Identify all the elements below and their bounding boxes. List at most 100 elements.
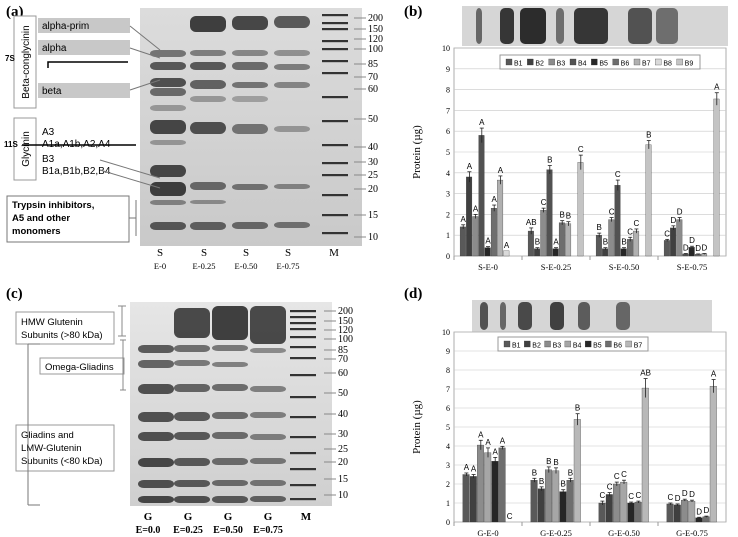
gel-band: [150, 222, 186, 230]
significance-letter: C: [609, 208, 615, 217]
gel-band: [212, 480, 248, 486]
gel-band: [174, 384, 210, 392]
bar-b9: [645, 144, 652, 257]
lane-bottom-label: E-0.75: [277, 261, 300, 271]
gel-band: [150, 78, 186, 87]
marker-label-20: 20: [368, 184, 378, 195]
marker-band: [290, 336, 316, 339]
significance-letter: D: [689, 236, 695, 245]
bar-b7: [573, 419, 581, 523]
marker-band: [322, 60, 348, 63]
marker-label-50: 50: [368, 114, 378, 125]
panel-a-arrows: [99, 25, 161, 236]
y-tick-label: 5: [446, 423, 450, 432]
gel-strip-d: [472, 300, 712, 332]
bar-b6: [634, 501, 642, 523]
panel-c: (c) HMW Glutenin Subunits (>80 kDa) Omeg…: [6, 286, 353, 536]
marker-band: [322, 120, 348, 123]
bar-b3: [540, 210, 547, 257]
y-tick-label: 0: [446, 518, 450, 527]
bar-b8: [503, 250, 510, 257]
y-tick-label: 3: [446, 190, 450, 199]
lane-labels-c: G E=0.0 G E=0.25 G E=0.50 G E=0.75 M: [136, 511, 312, 536]
significance-letter: C: [614, 472, 620, 481]
marker-label-40: 40: [338, 409, 348, 420]
lane-bottom-label: E-0: [154, 261, 166, 271]
marker-label-10: 10: [368, 232, 378, 243]
gel-band: [174, 496, 210, 503]
bar-b7: [709, 385, 717, 523]
bar-b7: [565, 223, 572, 257]
marker-label-70: 70: [368, 72, 378, 83]
significance-letter: AB: [640, 369, 651, 378]
panel-d-label: (d): [404, 286, 422, 302]
significance-letter: B: [568, 468, 573, 477]
x-tick-label: S-E-0.75: [677, 262, 707, 272]
gel-band: [232, 124, 268, 134]
alpha-prim-box: [38, 18, 130, 33]
gel-band: [138, 360, 174, 368]
gel-band: [212, 306, 248, 340]
bar-b9: [577, 162, 584, 257]
bar-b7: [641, 387, 649, 523]
marker-band: [290, 357, 316, 360]
bar-b2: [469, 476, 477, 523]
marker-label-15: 15: [368, 210, 378, 221]
gel-band: [150, 120, 186, 134]
gel-band: [138, 432, 174, 441]
significance-letter: A: [473, 204, 479, 213]
bar-b5: [484, 247, 491, 257]
strip-band: [476, 8, 482, 44]
y-axis-label: Protein (µg): [411, 400, 423, 454]
legend-label-b1: B1: [514, 61, 523, 68]
marker-band: [290, 346, 316, 349]
significance-letter: A: [485, 438, 491, 447]
marker-band: [290, 310, 316, 313]
marker-label-120: 120: [338, 325, 353, 336]
bar-b1: [459, 226, 466, 257]
y-tick-label: 10: [442, 328, 450, 337]
significance-letter: B: [575, 404, 580, 413]
gel-band: [232, 82, 268, 88]
gel-band: [250, 496, 286, 502]
marker-label-85: 85: [338, 345, 348, 356]
strip-band: [556, 8, 564, 44]
gel-band: [190, 200, 226, 204]
bar-b1: [530, 480, 538, 523]
bar-b5: [620, 248, 627, 257]
y-tick-label: 4: [446, 169, 450, 178]
significance-letter: B: [539, 477, 544, 486]
gel-band: [190, 80, 226, 89]
marker-label-150: 150: [368, 24, 383, 35]
legend-swatch-b7: [633, 58, 641, 66]
legend-swatch-b1: [503, 340, 511, 348]
bar-b5: [695, 517, 703, 523]
alpha-box: [38, 40, 130, 55]
marker-band: [290, 436, 316, 439]
lane-labels-a: S E-0 S E-0.25 S E-0.50 S E-0.75 M: [154, 247, 339, 271]
legend-label-b5: B5: [599, 61, 608, 68]
bar-b2: [605, 494, 613, 523]
legend-label-b8: B8: [663, 61, 672, 68]
gel-band: [174, 412, 210, 421]
significance-letter: A: [492, 195, 498, 204]
y-tick-label: 7: [446, 385, 450, 394]
gel-c-bands: [138, 306, 316, 503]
x-tick-label: G-E-0: [477, 528, 498, 537]
legend-swatch-b2: [527, 58, 534, 66]
strip-band: [656, 8, 678, 44]
y-axis-label: Protein (µg): [411, 125, 423, 179]
lane-top-label: S: [243, 247, 249, 259]
legend-swatch-b3: [548, 58, 555, 66]
gel-band: [150, 50, 186, 57]
gel-band: [150, 88, 186, 96]
panel-a: (a) Beta-conglycinin 7S alpha-prim alpha…: [4, 4, 383, 271]
marker-band: [290, 374, 316, 377]
marker-label-120: 120: [368, 34, 383, 45]
gel-band: [150, 200, 186, 205]
omega-box: [39, 357, 125, 375]
bar-b3: [477, 444, 484, 523]
hmw-bracket: [118, 305, 126, 337]
gel-band: [190, 62, 226, 70]
significance-letter: C: [621, 470, 627, 479]
